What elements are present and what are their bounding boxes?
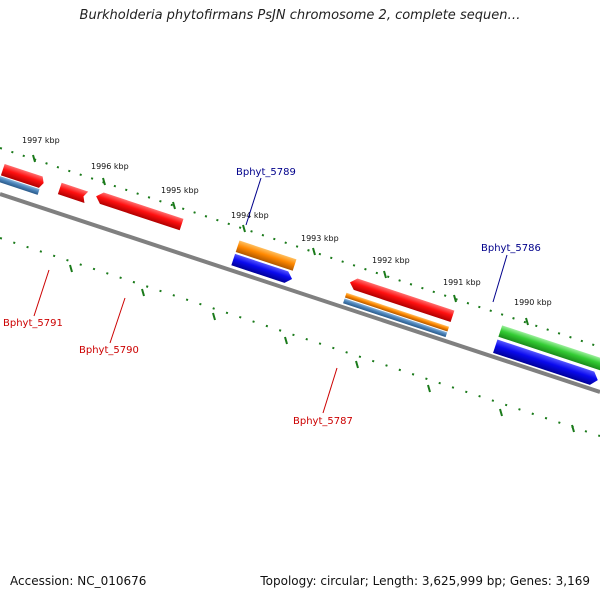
ruler-tick-label: 1995 kbp — [161, 186, 199, 195]
accession-text: Accession: NC_010676 — [10, 574, 147, 588]
ruler-tick — [284, 336, 288, 345]
ruler-tick — [427, 384, 431, 393]
gene-label[interactable]: Bphyt_5789 — [236, 167, 296, 178]
ruler-labels: 1997 kbp 1996 kbp 1995 kbp 1994 kbp 1993… — [22, 136, 552, 307]
feature-tracks[interactable] — [0, 160, 600, 413]
genome-summary-text: Topology: circular; Length: 3,625,999 bp… — [260, 574, 590, 588]
gene-labels: Bphyt_5789 Bphyt_5786 Bphyt_5791 Bphyt_5… — [3, 167, 541, 427]
ruler-tick — [312, 247, 316, 256]
gene-label[interactable]: Bphyt_5786 — [481, 243, 541, 254]
ruler-tick-label: 1992 kbp — [372, 256, 410, 265]
gene-label[interactable]: Bphyt_5790 — [79, 345, 139, 356]
gene-feature-green[interactable] — [498, 325, 600, 372]
ruler-tick-label: 1994 kbp — [231, 211, 269, 220]
leader-line — [492, 254, 508, 303]
ruler-tick-label: 1996 kbp — [91, 162, 129, 171]
ruler-tick — [102, 177, 106, 186]
ruler-tick — [355, 360, 359, 369]
leader-line — [245, 177, 262, 226]
backbone — [0, 192, 600, 394]
ruler-tick — [453, 294, 457, 303]
ruler-tick — [212, 312, 216, 321]
ruler-tick — [525, 317, 529, 326]
outer-ruler — [0, 147, 600, 348]
inner-ruler — [0, 237, 600, 437]
leader-line — [33, 269, 50, 317]
ruler-tick-label: 1993 kbp — [301, 234, 339, 243]
ruler-tick — [242, 224, 246, 233]
leader-line — [109, 297, 126, 344]
cds-feature-steelblue[interactable] — [0, 175, 40, 195]
cds-feature-red[interactable] — [0, 163, 46, 189]
cds-feature-blue[interactable] — [231, 253, 294, 285]
cds-feature-orange[interactable] — [344, 292, 450, 332]
ruler-tick — [499, 408, 503, 417]
ruler-tick — [69, 264, 73, 273]
cds-feature-red[interactable] — [57, 182, 89, 203]
ruler-tick — [141, 288, 145, 297]
cds-feature-orange[interactable] — [235, 240, 297, 271]
ruler-tick — [571, 424, 575, 433]
leader-line — [322, 367, 338, 414]
map-title: Burkholderia phytofirmans PsJN chromosom… — [79, 8, 521, 23]
cds-feature-blue[interactable] — [493, 339, 600, 387]
ruler-tick-label: 1991 kbp — [443, 278, 481, 287]
gene-label[interactable]: Bphyt_5787 — [293, 416, 353, 427]
cds-feature-red[interactable] — [348, 277, 455, 322]
ruler-tick-label: 1997 kbp — [22, 136, 60, 145]
ruler-tick-label: 1990 kbp — [514, 298, 552, 307]
label-leaders — [33, 177, 508, 414]
gene-label[interactable]: Bphyt_5791 — [3, 318, 63, 329]
ruler-tick — [32, 154, 36, 163]
cds-feature-steelblue[interactable] — [343, 298, 448, 338]
ruler-tick — [172, 201, 176, 210]
ruler-tick — [383, 270, 387, 279]
cds-feature-red[interactable] — [94, 191, 184, 231]
